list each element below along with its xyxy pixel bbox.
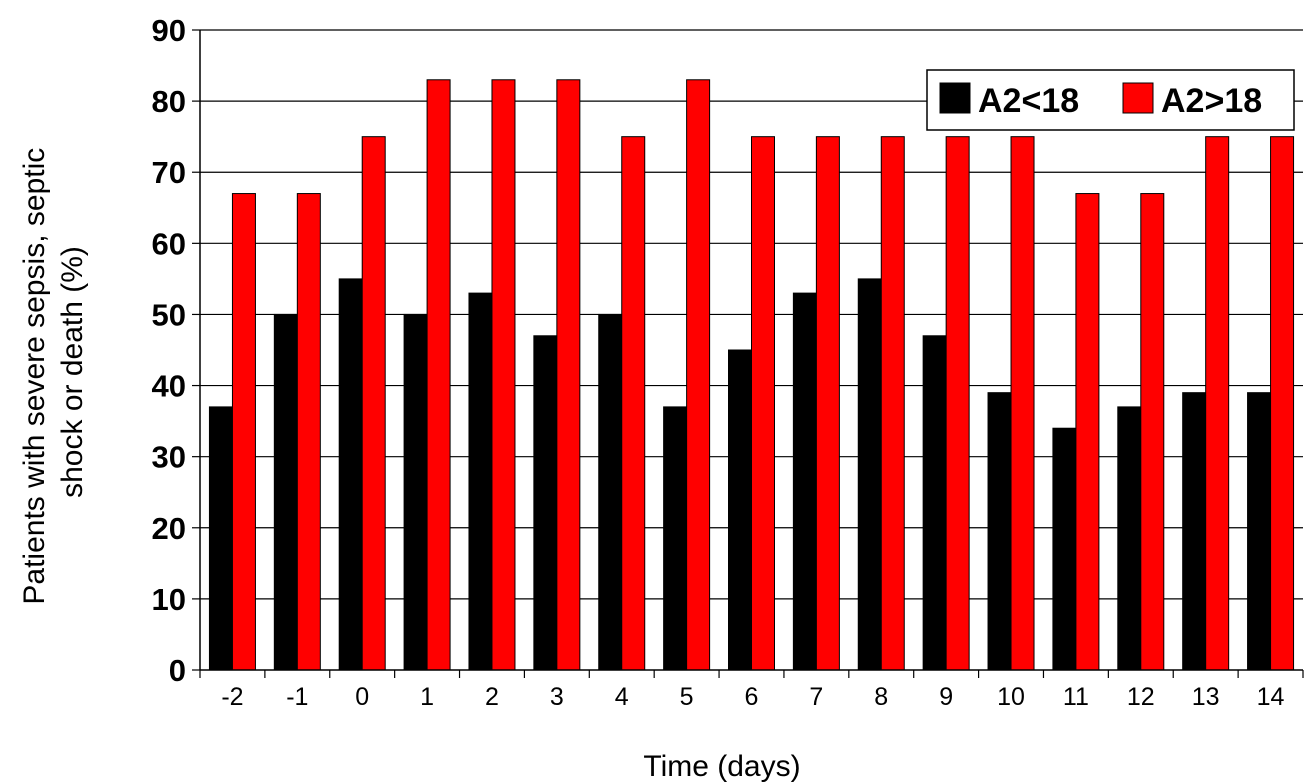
y-tick-label-40: 40	[152, 369, 186, 404]
axes	[192, 29, 1304, 678]
x-tick-label-12: 12	[1127, 683, 1155, 711]
y-tick-label-80: 80	[152, 84, 186, 119]
bar-a2-gt-18-day-2	[491, 79, 516, 671]
bar-a2-gt-18-day-7	[815, 136, 840, 671]
x-tick-label-4: 4	[615, 683, 629, 711]
y-tick-label-10: 10	[152, 582, 186, 617]
x-tick-labels: -2 -1 0 1 2 3 4 5 6 7 8 9 10 11 12 13 14	[221, 683, 1284, 711]
bar-a2-gt-18-day-10	[1010, 136, 1035, 671]
legend-label-a2-gt-18: A2>18	[1161, 82, 1262, 120]
y-axis-title: Patients with severe sepsis, septic shoc…	[18, 139, 89, 604]
x-tick-label-13: 13	[1192, 683, 1220, 711]
bar-a2-gt-18-day-8	[880, 136, 905, 671]
x-tick-label-14: 14	[1257, 683, 1285, 711]
x-tick-label-8: 8	[874, 683, 888, 711]
y-tick-labels: 0 10 20 30 40 50 60 70 80 90	[152, 13, 186, 688]
y-tick-label-0: 0	[169, 653, 186, 688]
bar-a2-lt-18-day-0	[338, 278, 363, 671]
x-tick-label--1: -1	[286, 683, 308, 711]
legend: A2<18 A2>18	[926, 69, 1295, 131]
x-tick-label-7: 7	[809, 683, 823, 711]
bar-a2-lt-18-day-5	[663, 406, 688, 671]
bar-a2-gt-18-day-3	[556, 79, 581, 671]
x-axis-title: Time (days)	[643, 750, 800, 783]
x-tick-label-1: 1	[420, 683, 434, 711]
bar-a2-gt-18-day-9	[945, 136, 970, 671]
legend-swatch-a2-gt-18	[1122, 82, 1154, 114]
bar-a2-lt-18-day-9	[922, 335, 947, 671]
bar-a2-lt-18-day-3	[533, 335, 558, 671]
bar-a2-gt-18-day--1	[296, 193, 321, 671]
bars	[208, 79, 1295, 671]
x-tick-label-2: 2	[485, 683, 499, 711]
y-axis-title-line-1: Patients with severe sepsis, septic	[18, 148, 51, 605]
bar-a2-gt-18-day-11	[1075, 193, 1100, 671]
x-tick-label--2: -2	[221, 683, 243, 711]
bar-a2-gt-18-day-14	[1270, 136, 1295, 671]
x-tick-label-5: 5	[680, 683, 694, 711]
legend-swatch-a2-lt-18	[939, 82, 971, 114]
x-tick-label-6: 6	[745, 683, 759, 711]
x-tick-label-9: 9	[939, 683, 953, 711]
bar-a2-gt-18-day-1	[426, 79, 451, 671]
x-tick-label-3: 3	[550, 683, 564, 711]
y-axis-title-line-2: shock or death (%)	[56, 246, 89, 498]
bar-a2-lt-18-day-13	[1182, 392, 1207, 671]
y-tick-label-20: 20	[152, 511, 186, 546]
legend-label-a2-lt-18: A2<18	[978, 82, 1079, 120]
bar-a2-lt-18-day--2	[208, 406, 233, 671]
bar-a2-gt-18-day-6	[751, 136, 775, 671]
bar-a2-lt-18-day--1	[273, 313, 298, 671]
x-tick-label-10: 10	[997, 683, 1025, 711]
y-tick-label-50: 50	[152, 297, 186, 332]
bar-a2-lt-18-day-6	[728, 349, 752, 671]
bar-a2-lt-18-day-4	[598, 313, 623, 671]
bar-a2-gt-18-day-12	[1140, 193, 1165, 671]
bar-a2-gt-18-day-0	[361, 136, 386, 671]
bar-a2-lt-18-day-14	[1247, 392, 1272, 671]
y-tick-label-30: 30	[152, 440, 186, 475]
bar-a2-lt-18-day-8	[857, 278, 882, 671]
bar-a2-lt-18-day-12	[1117, 406, 1142, 671]
x-tick-label-11: 11	[1063, 683, 1089, 711]
bar-a2-lt-18-day-11	[1052, 427, 1077, 671]
x-tick-label-0: 0	[355, 683, 369, 711]
y-tick-label-70: 70	[152, 155, 186, 190]
bar-a2-gt-18-day-4	[621, 136, 646, 671]
y-tick-label-60: 60	[152, 226, 186, 261]
bar-a2-lt-18-day-1	[403, 313, 428, 671]
bar-a2-gt-18-day--2	[231, 193, 256, 671]
y-tick-label-90: 90	[152, 13, 186, 48]
bar-a2-lt-18-day-7	[792, 292, 817, 671]
bar-a2-gt-18-day-5	[686, 79, 711, 671]
bar-a2-gt-18-day-13	[1205, 136, 1230, 671]
legend-box	[926, 69, 1295, 131]
bar-a2-lt-18-day-2	[468, 292, 493, 671]
bar-a2-lt-18-day-10	[987, 392, 1012, 671]
